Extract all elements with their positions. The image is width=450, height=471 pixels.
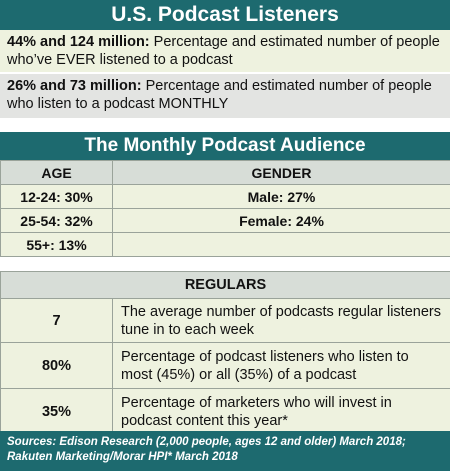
stat-monthly-text: Percentage and estimated number of peopl… (7, 78, 432, 112)
sources-footnote: Sources: Edison Research (2,000 people, … (0, 431, 450, 471)
regulars-value: 35% (0, 388, 113, 435)
age-gender-table: AGE GENDER 12-24: 30% Male: 27% 25-54: 3… (0, 160, 450, 257)
gender-cell (112, 232, 450, 257)
regulars-header: REGULARS (0, 271, 450, 299)
regulars-value: 7 (0, 298, 113, 343)
regulars-header-row: REGULARS (0, 271, 450, 299)
regulars-description: The average number of podcasts regular l… (112, 298, 450, 343)
regulars-table: REGULARS 7 The average number of podcast… (0, 271, 450, 435)
stat-monthly-listeners: 26% and 73 million: Percentage and estim… (0, 72, 450, 118)
table-row: 12-24: 30% Male: 27% (0, 184, 450, 209)
table-row: 55+: 13% (0, 232, 450, 257)
stat-ever-text: Percentage and estimated number of peopl… (7, 34, 440, 68)
stat-ever-value: 44% and 124 million: (7, 34, 150, 50)
age-cell: 12-24: 30% (0, 184, 113, 209)
gender-cell: Female: 24% (112, 208, 450, 233)
table-row: 7 The average number of podcasts regular… (0, 298, 450, 343)
gender-header: GENDER (112, 160, 450, 185)
page-title: U.S. Podcast Listeners (0, 0, 450, 30)
table-row: 80% Percentage of podcast listeners who … (0, 342, 450, 389)
regulars-value: 80% (0, 342, 113, 389)
regulars-description: Percentage of podcast listeners who list… (112, 342, 450, 389)
stat-ever-listened: 44% and 124 million: Percentage and esti… (0, 30, 450, 72)
age-cell: 55+: 13% (0, 232, 113, 257)
table-row: 25-54: 32% Female: 24% (0, 208, 450, 233)
stat-monthly-value: 26% and 73 million: (7, 78, 142, 94)
age-cell: 25-54: 32% (0, 208, 113, 233)
gender-cell: Male: 27% (112, 184, 450, 209)
age-header: AGE (0, 160, 113, 185)
monthly-audience-title: The Monthly Podcast Audience (0, 132, 450, 160)
age-gender-header-row: AGE GENDER (0, 160, 450, 185)
section-divider (0, 259, 450, 271)
regulars-description: Percentage of marketers who will invest … (112, 388, 450, 435)
table-row: 35% Percentage of marketers who will inv… (0, 388, 450, 435)
